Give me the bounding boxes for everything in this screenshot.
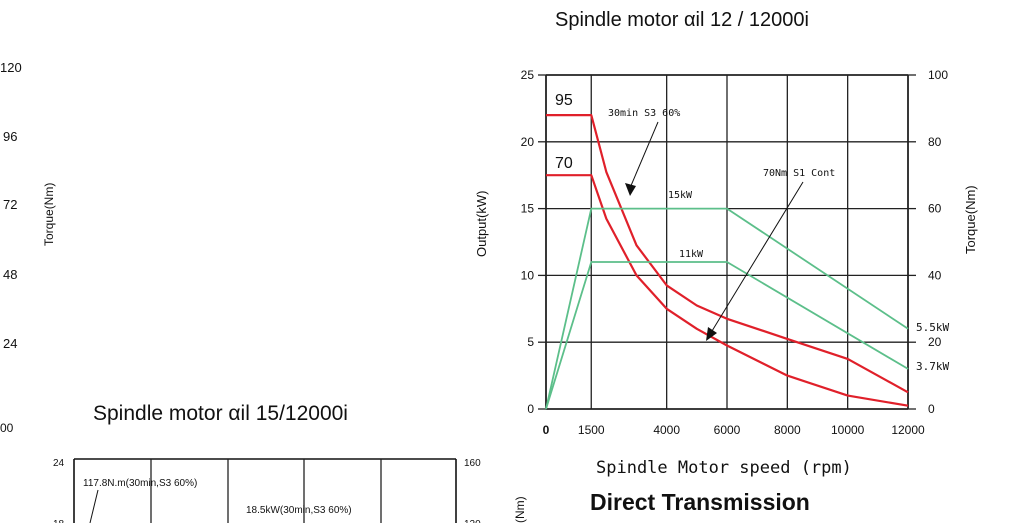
y-tick-label-0: 0 <box>527 402 534 416</box>
lower-chart: Spindle motor αil 15/12000i 24 18 160 12… <box>53 402 527 523</box>
s1-label: 70Nm S1 Cont <box>763 168 835 179</box>
y-axis-label: Output(kW) <box>474 191 489 257</box>
left-chart: 120 96 72 48 24 00 Torque(Nm) <box>0 60 56 435</box>
series-line-1 <box>546 113 909 394</box>
left-torque-tick-48: 48 <box>3 267 17 282</box>
y-tick-label-5: 5 <box>527 335 534 349</box>
y2-tick-label-60: 60 <box>928 202 942 216</box>
x-tick-label-0: 0 <box>543 423 550 437</box>
series-line-2 <box>546 174 909 407</box>
x-tick-labels: 0 1500 4000 6000 8000 10000 12000 <box>543 423 925 437</box>
lower-right-axis-partial: (Nm) <box>513 496 527 523</box>
cont-torque-label: 70 <box>555 155 573 172</box>
y-tick-labels: 0 5 10 15 20 25 <box>521 68 535 416</box>
y2-tick-label-0: 0 <box>928 402 935 416</box>
end-37kw-label: 3.7kW <box>916 360 949 373</box>
y2-tick-label-80: 80 <box>928 135 942 149</box>
lower-power-annotation: 18.5kW(30min,S3 60%) <box>246 505 352 516</box>
left-torque-tick-24: 24 <box>3 336 17 351</box>
main-chart: Spindle motor αil 12 / 12000i 0 1500 4000 6… <box>474 9 978 515</box>
lower-right-tick-160: 160 <box>464 458 481 469</box>
kw11-label: 11kW <box>679 249 704 260</box>
x-tick-label-6000: 6000 <box>714 423 741 437</box>
kw15-label: 15kW <box>668 190 693 201</box>
left-torque-tick-72: 72 <box>3 197 17 212</box>
s1-arrowhead <box>706 327 717 341</box>
y2-axis-label: Torque(Nm) <box>963 185 978 254</box>
x-axis-label: Spindle Motor speed (rpm) <box>596 458 852 478</box>
y2-tick-labels: 0 20 40 60 80 100 <box>928 68 948 416</box>
x-tick-label-10000: 10000 <box>831 423 865 437</box>
left-torque-axis-label: Torque(Nm) <box>42 183 56 246</box>
end-55kw-label: 5.5kW <box>916 321 949 334</box>
y2-tick-label-100: 100 <box>928 68 948 82</box>
x-tick-label-8000: 8000 <box>774 423 801 437</box>
lower-chart-title: Spindle motor αil 15/12000i <box>93 402 348 425</box>
series-line-3 <box>545 207 909 410</box>
s3-label: 30min S3 60% <box>608 108 680 119</box>
left-torque-tick-96: 96 <box>3 129 17 144</box>
y-tick-label-25: 25 <box>521 68 535 82</box>
series-layer <box>545 113 909 410</box>
y2-tick-label-20: 20 <box>928 335 942 349</box>
x-tick-label-1500: 1500 <box>578 423 605 437</box>
y-tick-label-20: 20 <box>521 135 535 149</box>
peak-torque-label: 95 <box>555 92 573 109</box>
y-tick-label-15: 15 <box>521 202 535 216</box>
y2-tick-label-40: 40 <box>928 268 942 282</box>
left-torque-tick-0: 00 <box>0 421 14 435</box>
x-tick-label-12000: 12000 <box>891 423 925 437</box>
lower-right-tick-120: 120 <box>464 519 481 523</box>
lower-left-tick-18: 18 <box>53 519 65 523</box>
s3-leader-line <box>629 121 659 189</box>
series-line-4 <box>545 261 909 410</box>
x-tick-label-4000: 4000 <box>653 423 680 437</box>
lower-torque-annotation: 117.8N.m(30min,S3 60%) <box>83 478 197 489</box>
subtitle: Direct Transmission <box>590 489 810 515</box>
main-chart-title: Spindle motor αil 12 / 12000i <box>555 9 809 31</box>
s1-leader-line <box>711 181 804 332</box>
lower-left-tick-24: 24 <box>53 458 65 469</box>
left-torque-tick-120: 120 <box>0 60 22 75</box>
s3-arrowhead <box>625 183 636 196</box>
vertical-gridlines <box>545 75 909 409</box>
y-tick-label-10: 10 <box>521 268 535 282</box>
